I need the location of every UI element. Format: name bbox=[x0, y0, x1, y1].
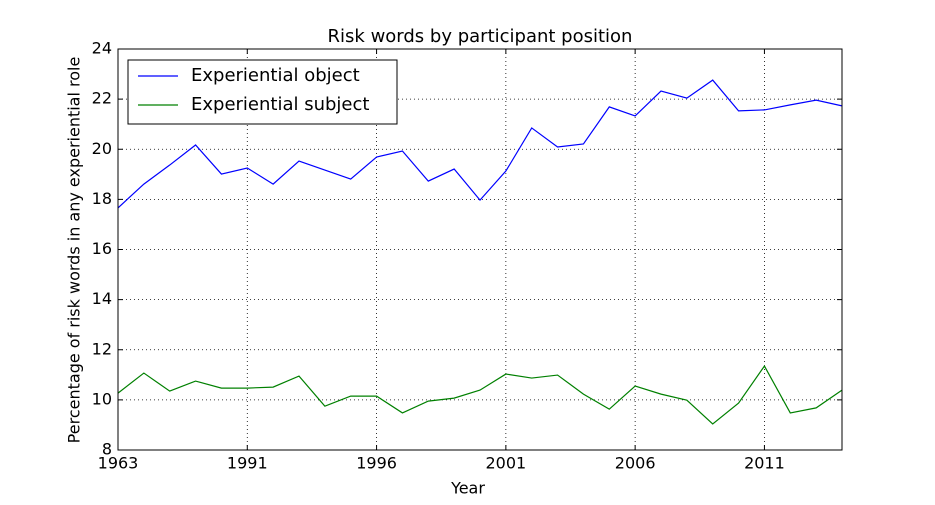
y-tick-label: 14 bbox=[92, 289, 112, 308]
x-tick-label: 2006 bbox=[615, 454, 656, 473]
data-line bbox=[117, 79, 843, 209]
y-tick-label: 20 bbox=[92, 139, 112, 158]
legend-label: Experiential subject bbox=[191, 94, 369, 115]
y-tick-label: 12 bbox=[92, 339, 112, 358]
x-tick-label: 2001 bbox=[485, 454, 526, 473]
y-tick-label: 8 bbox=[102, 440, 112, 459]
y-axis-label: Percentage of risk words in any experien… bbox=[65, 57, 84, 444]
y-tick-label: 18 bbox=[92, 189, 112, 208]
x-tick-label: 1963 bbox=[98, 454, 139, 473]
x-tick-label: 1991 bbox=[227, 454, 268, 473]
x-tick-label: 1996 bbox=[356, 454, 397, 473]
y-tick-label: 10 bbox=[92, 389, 112, 408]
y-tick-label: 24 bbox=[92, 39, 112, 58]
x-axis-label: Year bbox=[450, 479, 485, 498]
y-tick-label: 16 bbox=[92, 239, 112, 258]
plot-frame bbox=[117, 48, 843, 451]
legend-label: Experiential object bbox=[191, 65, 360, 86]
x-tick-label: 2011 bbox=[744, 454, 785, 473]
y-tick-label: 22 bbox=[92, 89, 112, 108]
legend-box bbox=[127, 59, 398, 125]
data-line bbox=[117, 364, 843, 425]
chart-title: Risk words by participant position bbox=[328, 26, 633, 47]
